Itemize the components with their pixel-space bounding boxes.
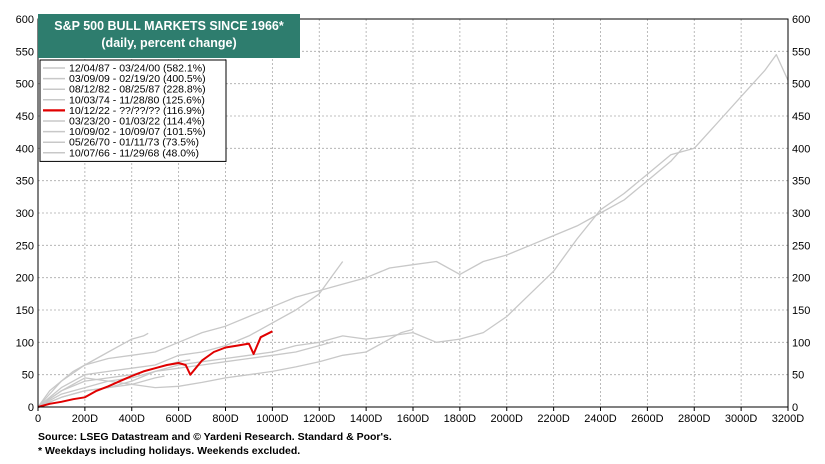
y-tick-label-left: 500: [16, 79, 34, 91]
y-tick-label-right: 0: [792, 402, 798, 414]
y-tick-label-left: 250: [16, 240, 34, 252]
x-tick-label: 0: [35, 413, 41, 425]
y-tick-label-left: 150: [16, 305, 34, 317]
legend-entry: 10/03/74 - 11/28/80 (125.6%): [69, 94, 205, 106]
legend-entry: 03/23/20 - 01/03/22 (114.4%): [69, 116, 205, 128]
x-tick-label: 2000D: [491, 413, 523, 425]
x-tick-label: 3000D: [725, 413, 757, 425]
legend-entry: 10/09/02 - 10/09/07 (101.5%): [69, 126, 206, 138]
y-tick-label-right: 250: [792, 240, 810, 252]
source-note: Source: LSEG Datastream and © Yardeni Re…: [38, 431, 392, 443]
legend-entry: 10/12/22 - ??/??/?? (116.9%): [69, 105, 205, 117]
y-tick-label-left: 200: [16, 273, 34, 285]
legend-entry: 05/26/70 - 01/11/73 (73.5%): [69, 137, 199, 149]
x-tick-label: 400D: [119, 413, 145, 425]
x-tick-label: 2800D: [678, 413, 710, 425]
y-tick-label-left: 450: [16, 111, 34, 123]
legend: 12/04/87 - 03/24/00 (582.1%)03/09/09 - 0…: [39, 59, 227, 162]
x-tick-label: 1400D: [350, 413, 382, 425]
x-tick-label: 1000D: [256, 413, 288, 425]
series-layer: [37, 53, 789, 408]
y-tick-label-right: 300: [792, 208, 810, 220]
y-tick-label-right: 150: [792, 305, 810, 317]
y-tick-label-right: 450: [792, 111, 810, 123]
x-tick-label: 1800D: [444, 413, 476, 425]
x-tick-label: 600D: [165, 413, 191, 425]
series-line: [37, 147, 683, 408]
y-tick-label-right: 400: [792, 143, 810, 155]
x-tick-label: 3200D: [772, 413, 804, 425]
y-tick-label-right: 600: [792, 14, 810, 26]
y-tick-label-left: 550: [16, 46, 34, 58]
footnote: * Weekdays including holidays. Weekends …: [38, 445, 301, 457]
y-tick-label-left: 400: [16, 143, 34, 155]
x-tick-label: 2200D: [537, 413, 569, 425]
x-tick-label: 800D: [212, 413, 238, 425]
y-tick-label-left: 0: [28, 402, 34, 414]
y-tick-label-left: 600: [16, 14, 34, 26]
y-tick-label-right: 550: [792, 46, 810, 58]
series-line: [37, 341, 334, 408]
chart-title-box: S&P 500 BULL MARKETS SINCE 1966* (daily,…: [38, 14, 300, 58]
legend-entry: 08/12/82 - 08/25/87 (228.8%): [69, 84, 206, 96]
y-tick-label-right: 500: [792, 79, 810, 91]
y-tick-label-left: 50: [22, 370, 34, 382]
series-line: [37, 375, 165, 408]
legend-entry: 12/04/87 - 03/24/00 (582.1%): [69, 63, 206, 75]
legend-entry: 03/09/09 - 02/19/20 (400.5%): [69, 73, 206, 85]
x-tick-label: 200D: [72, 413, 98, 425]
x-tick-label: 2600D: [631, 413, 663, 425]
x-tick-label: 1600D: [397, 413, 429, 425]
chart-title: S&P 500 BULL MARKETS SINCE 1966*: [54, 19, 284, 33]
series-line: [37, 328, 414, 408]
x-tick-label: 2400D: [584, 413, 616, 425]
y-tick-label-left: 350: [16, 176, 34, 188]
series-line: [37, 332, 149, 408]
series-line: [37, 261, 344, 408]
legend-entry: 10/07/66 - 11/29/68 (48.0%): [69, 147, 199, 159]
y-tick-label-left: 100: [16, 337, 34, 349]
y-tick-label-right: 100: [792, 337, 810, 349]
y-tick-label-right: 200: [792, 273, 810, 285]
chart-subtitle: (daily, percent change): [101, 36, 237, 50]
y-tick-label-left: 300: [16, 208, 34, 220]
series-line-current: [37, 330, 273, 408]
y-tick-label-right: 50: [792, 370, 804, 382]
x-tick-label: 1200D: [303, 413, 335, 425]
legend-box: [39, 59, 227, 162]
series-line: [37, 53, 789, 408]
y-tick-label-right: 350: [792, 176, 810, 188]
